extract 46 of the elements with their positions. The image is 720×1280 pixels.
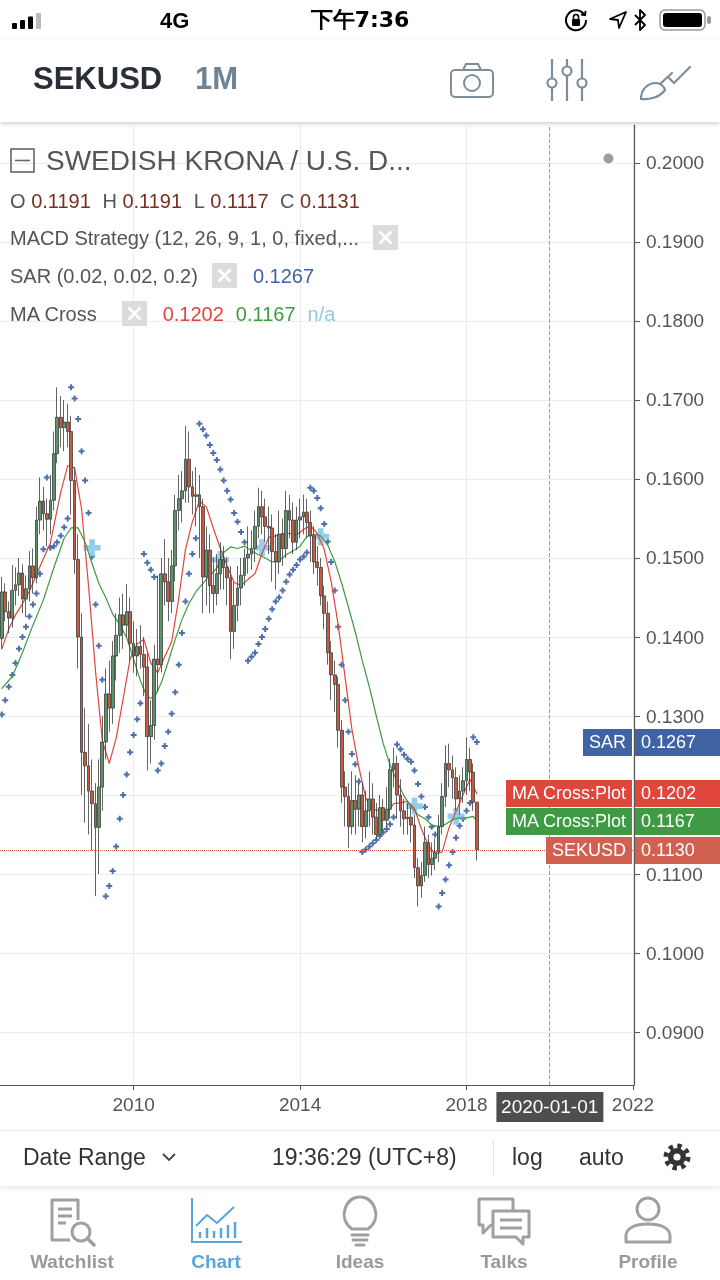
text: 0.1267 [635, 728, 720, 756]
legend-label: MA Cross:Plot [505, 807, 632, 835]
text: 下午7:36 [310, 7, 410, 33]
text: 19:36:29 (UTC+8) [272, 1143, 457, 1171]
text: Watchlist [30, 1250, 114, 1274]
y-tick-label: 0.1800 [646, 310, 705, 332]
y-tick-label: 0.1600 [646, 468, 705, 490]
y-tick-label: 0.1300 [646, 705, 705, 727]
text: Profile [618, 1250, 678, 1274]
text: 1M [195, 61, 239, 97]
annotation: MA Cross [10, 301, 97, 327]
text: 0.1130 [635, 836, 720, 864]
text: Date Range [23, 1143, 146, 1171]
legend-label: MA Cross:Plot [505, 779, 632, 807]
text: auto [579, 1143, 624, 1171]
legend-label: SAR [582, 728, 632, 756]
text: 0.1167 [635, 807, 720, 835]
annotation: 0.1167 [235, 301, 296, 327]
y-tick-label: 0.0900 [646, 1021, 705, 1043]
text: 0.1202 [635, 779, 720, 807]
text: SWEDISH KRONA / U.S. D... [46, 143, 412, 178]
y-tick-label: 0.1500 [646, 547, 705, 569]
annotation: O 0.1191 H 0.1191 L 0.1117 C 0.1131 [10, 188, 360, 214]
ref-line-label: 2020-01-01 [496, 1092, 604, 1122]
ref-line-label: SEKUSD [545, 836, 632, 864]
annotation: 0.1202 [162, 301, 224, 327]
text: Ideas [335, 1250, 385, 1274]
y-tick-label: 0.1100 [646, 863, 703, 885]
y-tick-label: 0.1700 [646, 389, 705, 411]
text: 4G [160, 8, 190, 34]
x-tick-label: 2014 [278, 1094, 322, 1115]
annotation: SAR (0.02, 0.02, 0.2) [10, 263, 198, 289]
annotation: n/a [307, 301, 336, 327]
text: Talks [480, 1250, 528, 1274]
text: Chart [191, 1250, 241, 1274]
annotation: 0.1267 [252, 263, 315, 289]
y-tick-label: 0.1400 [646, 626, 705, 648]
y-tick-label: 0.2000 [646, 152, 705, 174]
x-tick-label: 2018 [445, 1094, 488, 1115]
y-tick-label: 0.1000 [646, 942, 705, 964]
y-tick-label: 0.1900 [646, 231, 705, 253]
text: log [512, 1143, 543, 1171]
x-tick-label: 2022 [611, 1094, 655, 1115]
chart-title: SEKUSD [33, 61, 163, 97]
annotation: MACD Strategy (12, 26, 9, 1, 0, fixed,... [10, 225, 360, 251]
x-tick-label: 2010 [112, 1094, 155, 1115]
